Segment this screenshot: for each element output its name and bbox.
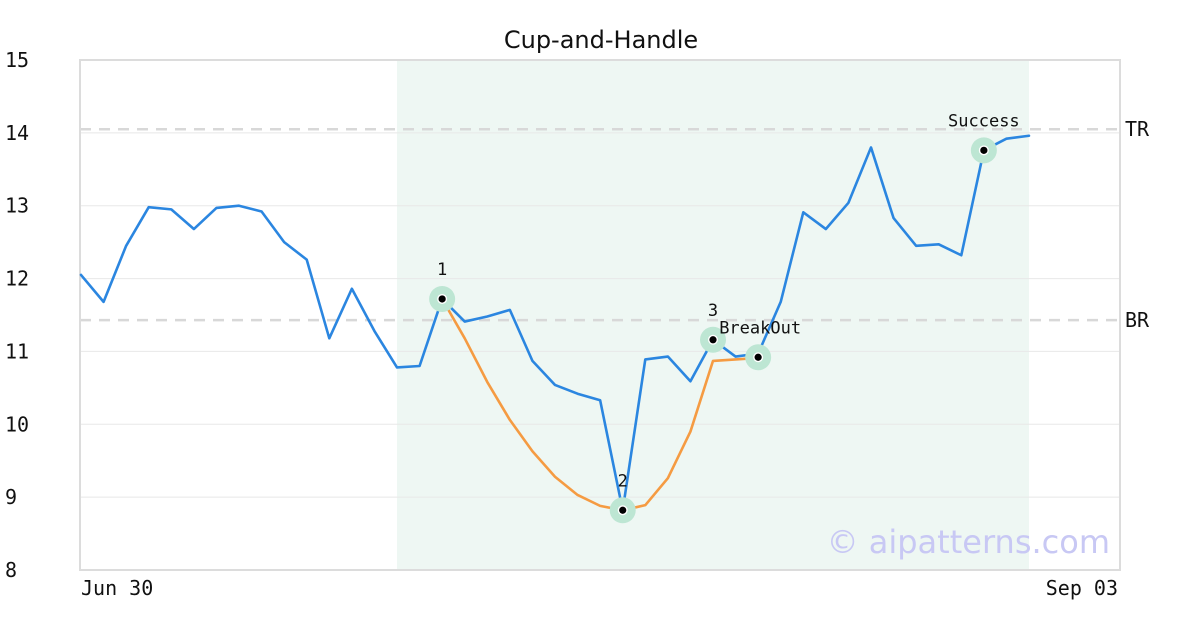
pattern-point-label: 2 <box>618 471 628 491</box>
y-tick-label: 10 <box>5 412 29 436</box>
y-tick-label: 15 <box>5 48 29 72</box>
x-axis-ticks: Jun 30 Sep 03 <box>81 576 1118 600</box>
reference-label: TR <box>1125 117 1150 141</box>
price-line <box>79 134 1031 512</box>
y-tick-label: 13 <box>5 194 29 218</box>
pattern-point <box>438 295 446 303</box>
watermark: © aipatterns.com <box>827 523 1110 561</box>
y-tick-label: 8 <box>5 558 17 582</box>
gridlines <box>80 132 1120 498</box>
reference-lines: TR BR <box>80 117 1150 332</box>
pattern-point <box>980 146 988 154</box>
series <box>79 134 1031 512</box>
y-axis-ticks: 8 9 10 11 12 13 14 15 <box>5 48 29 582</box>
chart-title: Cup-and-Handle <box>504 26 698 54</box>
pattern-point <box>709 336 717 344</box>
pattern-point-label: 1 <box>437 260 447 280</box>
y-tick-label: 12 <box>5 267 29 291</box>
pattern-point <box>619 506 627 514</box>
x-tick-label: Sep 03 <box>1046 576 1118 600</box>
cup-fit-line <box>440 297 760 512</box>
pattern-point-label: Success <box>948 111 1020 131</box>
x-tick-label: Jun 30 <box>81 576 153 600</box>
plot-frame <box>79 59 1121 571</box>
y-tick-label: 9 <box>5 485 17 509</box>
pattern-point-label: BreakOut <box>719 318 801 338</box>
pattern-point-label: 3 <box>708 301 718 321</box>
reference-label: BR <box>1125 308 1150 332</box>
y-tick-label: 11 <box>5 339 29 363</box>
y-tick-label: 14 <box>5 121 29 145</box>
shaded-pattern-region <box>397 60 1029 570</box>
pattern-point <box>754 353 762 361</box>
pattern-shade <box>397 60 1029 570</box>
